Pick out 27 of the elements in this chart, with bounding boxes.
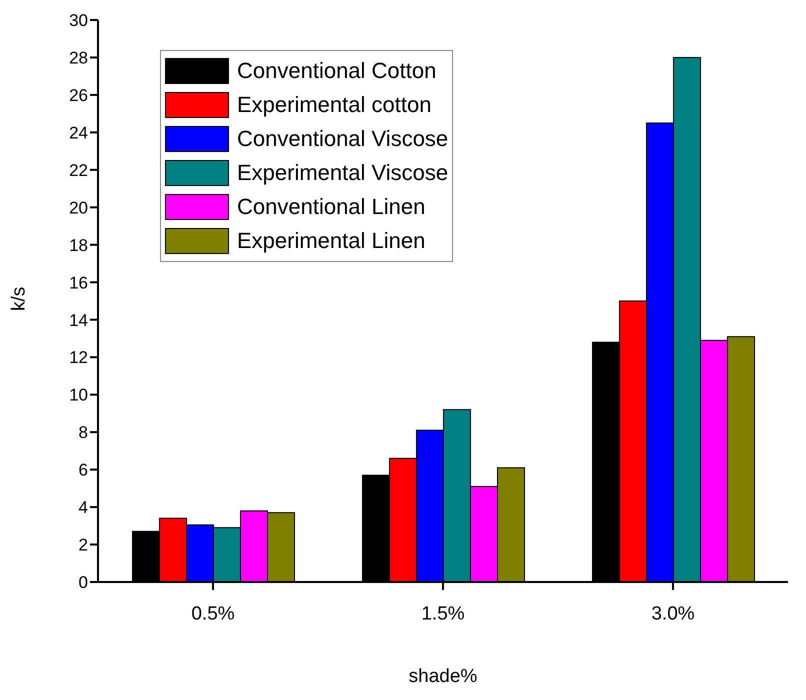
y-tick-label: 20 xyxy=(69,198,88,218)
x-tick-label: 3.0% xyxy=(651,603,695,624)
y-tick-label: 30 xyxy=(69,11,88,30)
y-tick-label: 8 xyxy=(78,423,88,442)
legend-label: Experimental cotton xyxy=(237,92,432,118)
legend-label: Conventional Linen xyxy=(237,194,426,220)
y-tick-label: 28 xyxy=(69,48,88,68)
y-tick-label: 26 xyxy=(69,86,88,105)
y-tick-label: 6 xyxy=(78,460,88,480)
y-tick-label: 12 xyxy=(69,348,88,368)
legend-label: Experimental Linen xyxy=(237,228,426,254)
x-tick-label: 0.5% xyxy=(191,603,235,624)
y-tick-label: 14 xyxy=(69,310,88,330)
legend-label: Conventional Viscose xyxy=(237,126,448,152)
y-tick-label: 16 xyxy=(69,273,88,292)
x-tick-label: 1.5% xyxy=(421,603,465,624)
y-tick-label: 4 xyxy=(78,498,88,518)
y-tick-label: 22 xyxy=(69,160,88,180)
x-axis-title: shade% xyxy=(408,666,478,687)
y-tick-label: 2 xyxy=(78,536,88,555)
y-tick-label: 0 xyxy=(78,573,88,592)
legend-label: Experimental Viscose xyxy=(237,160,448,186)
legend-label: Conventional Cotton xyxy=(237,58,436,84)
y-axis-title: k/s xyxy=(8,286,30,311)
y-tick-label: 10 xyxy=(69,386,88,405)
y-tick-label: 18 xyxy=(69,236,88,255)
y-tick-label: 24 xyxy=(69,123,88,142)
